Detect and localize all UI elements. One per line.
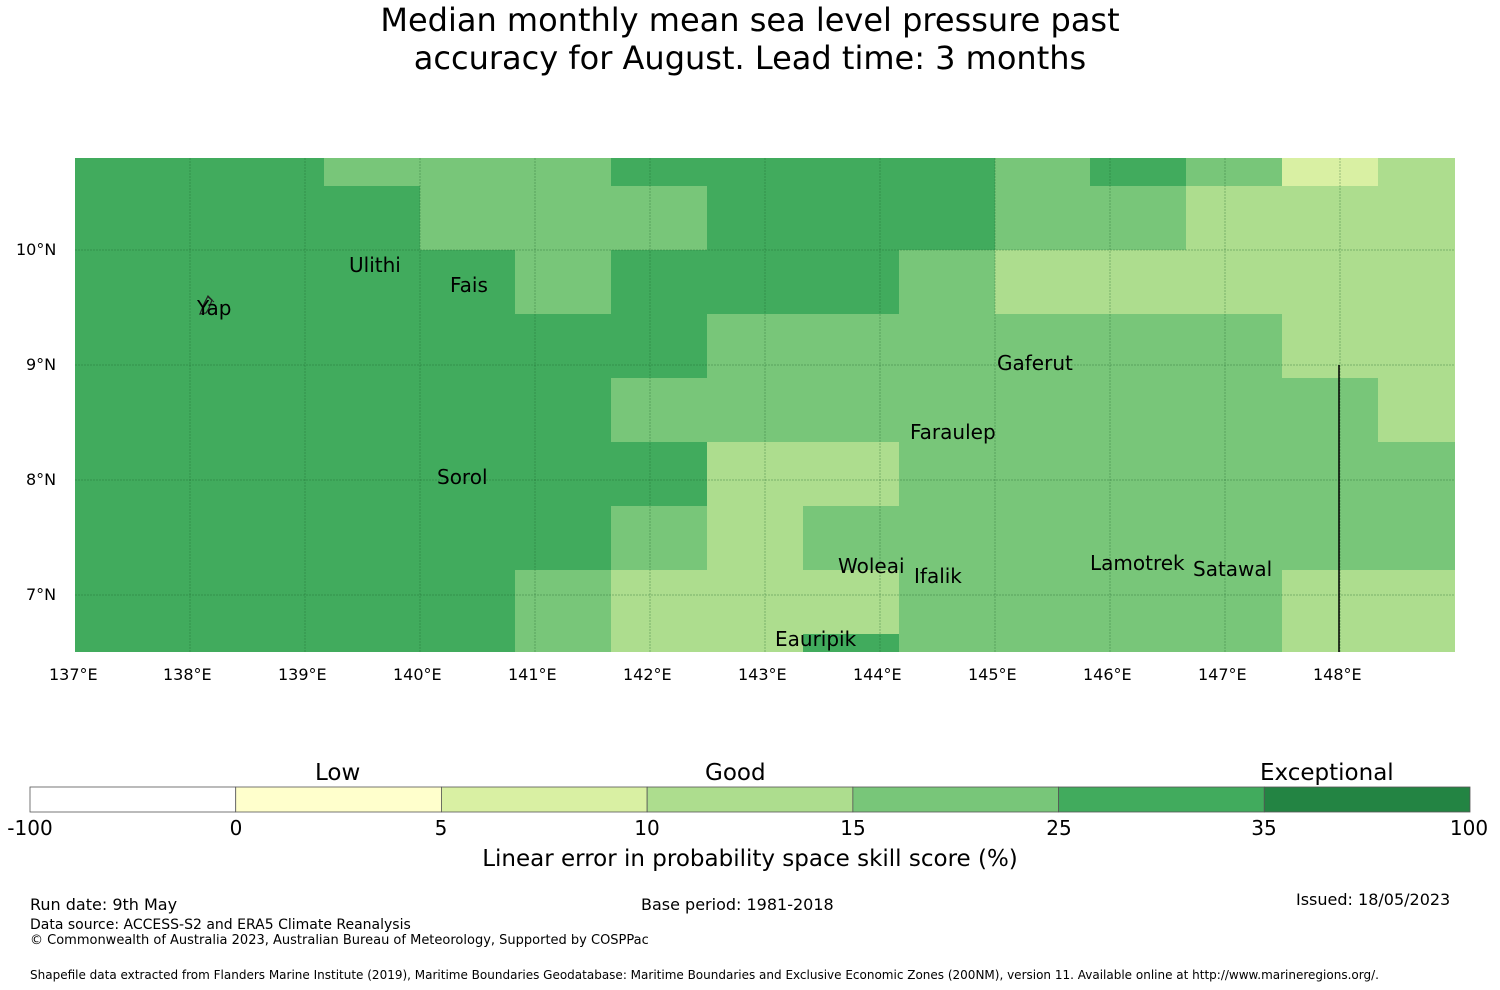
lon-tick-label: 139°E [278, 665, 327, 684]
lon-tick-label: 147°E [1198, 665, 1247, 684]
colorbar-swatch [235, 786, 442, 813]
colorbar-tick: 100 [1449, 816, 1489, 840]
place-label-eauripik: Eauripik [775, 627, 857, 651]
colorbar-swatch [441, 786, 648, 813]
place-label-woleai: Woleai [838, 554, 905, 578]
colorbar-tick: 25 [1046, 816, 1072, 840]
lat-tick-label: 9°N [26, 355, 57, 374]
place-label-sorol: Sorol [437, 465, 488, 489]
colorbar-swatch [646, 786, 854, 813]
grid-cell [1090, 158, 1186, 186]
grid-cell [611, 378, 1378, 442]
grid-cell [611, 506, 707, 570]
grid-cell [707, 506, 803, 570]
title-line-1: Median monthly mean sea level pressure p… [380, 1, 1120, 39]
colorbar-swatch [852, 786, 1059, 813]
place-label-fais: Fais [450, 273, 488, 297]
title-line-2: accuracy for August. Lead time: 3 months [413, 39, 1087, 77]
grid-cell [707, 314, 1282, 378]
colorbar-swatch [1263, 786, 1471, 813]
run-date: Run date: 9th May [30, 895, 178, 914]
grid-cell [1282, 570, 1455, 652]
grid-cell [995, 186, 1186, 250]
graticule [75, 158, 1455, 652]
grid-cell [1282, 314, 1455, 378]
grid-cell [1186, 158, 1282, 186]
shapefile-credit: Shapefile data extracted from Flanders M… [30, 968, 1379, 982]
grid-cell [515, 570, 611, 652]
grid-cell [707, 442, 899, 506]
colorbar-tick: -100 [7, 816, 53, 840]
place-label-satawal: Satawal [1193, 557, 1273, 581]
place-label-lamotrek: Lamotrek [1090, 551, 1185, 575]
colorbar-tick: 35 [1251, 816, 1277, 840]
colorbar-tick: 0 [229, 816, 243, 840]
data-source: Data source: ACCESS-S2 and ERA5 Climate … [30, 917, 411, 933]
lon-tick-label: 140°E [393, 665, 442, 684]
grid-cell [611, 570, 899, 634]
grid-cell [611, 634, 803, 652]
lon-tick-label: 145°E [968, 665, 1017, 684]
grid-cell [899, 570, 1282, 652]
lon-tick-label: 137°E [49, 665, 98, 684]
grid-cell [1378, 158, 1455, 186]
lat-tick-label: 8°N [26, 470, 57, 489]
category-exceptional: Exceptional [1260, 760, 1394, 786]
lon-tick-label: 146°E [1083, 665, 1132, 684]
colorbar-label: Linear error in probability space skill … [482, 846, 1018, 872]
grid-cell [899, 250, 995, 314]
lon-tick-label: 138°E [163, 665, 212, 684]
place-label-faraulep: Faraulep [910, 420, 996, 444]
colorbar-swatch [1058, 786, 1265, 813]
lon-tick-label: 144°E [853, 665, 902, 684]
place-label-gaferut: Gaferut [997, 351, 1073, 375]
colorbar [29, 786, 1471, 813]
colorbar-tick: 10 [634, 816, 660, 840]
skill-grid [75, 158, 1455, 652]
skill-map [75, 158, 1455, 652]
lon-tick-label: 141°E [508, 665, 557, 684]
colorbar-tick: 5 [434, 816, 448, 840]
place-label-ulithi: Ulithi [349, 253, 401, 277]
grid-cell [995, 250, 1455, 314]
grid-cell [803, 506, 1455, 570]
yap-island-icon [199, 294, 215, 315]
lat-tick-label: 10°N [16, 240, 57, 259]
grid-cell [515, 250, 611, 314]
grid-cell [1186, 186, 1455, 250]
grid-cell [1378, 378, 1455, 442]
grid-cell [803, 634, 899, 652]
category-good: Good [705, 760, 766, 786]
issued-date: Issued: 18/05/2023 [1296, 890, 1451, 909]
lat-tick-label: 7°N [26, 585, 57, 604]
grid-cell [420, 186, 707, 250]
lon-tick-label: 148°E [1313, 665, 1362, 684]
base-period: Base period: 1981-2018 [641, 895, 834, 914]
place-label-yap: Yap [197, 296, 232, 320]
place-label-ifalik: Ifalik [914, 564, 962, 588]
copyright: © Commonwealth of Australia 2023, Austra… [30, 933, 649, 948]
lon-tick-label: 143°E [738, 665, 787, 684]
lon-tick-label: 142°E [623, 665, 672, 684]
grid-cell [899, 442, 1455, 506]
colorbar-tick: 15 [840, 816, 866, 840]
grid-cell [1282, 158, 1378, 186]
colorbar-swatch [29, 786, 237, 813]
grid-cell [995, 158, 1090, 186]
grid-cell [324, 158, 611, 186]
category-low: Low [315, 760, 361, 786]
